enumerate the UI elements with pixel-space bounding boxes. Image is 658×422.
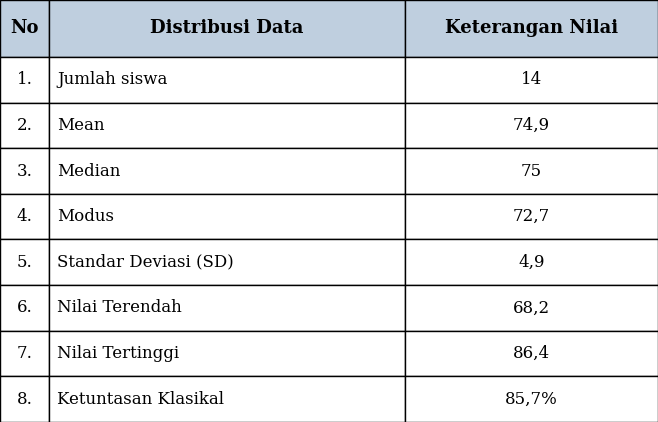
- Text: Jumlah siswa: Jumlah siswa: [57, 71, 168, 88]
- Bar: [405, 240, 658, 285]
- Text: 72,7: 72,7: [513, 208, 550, 225]
- Bar: [49, 103, 405, 148]
- Bar: [49, 194, 405, 240]
- Text: 4.: 4.: [16, 208, 33, 225]
- Text: 7.: 7.: [16, 345, 33, 362]
- Text: 3.: 3.: [16, 162, 33, 179]
- Bar: [405, 194, 658, 240]
- Text: 75: 75: [520, 162, 542, 179]
- Text: 2.: 2.: [16, 117, 33, 134]
- Text: 8.: 8.: [16, 391, 33, 408]
- Bar: [0, 240, 49, 285]
- Bar: [405, 148, 658, 194]
- Bar: [405, 285, 658, 331]
- Text: 14: 14: [520, 71, 542, 88]
- Bar: [0, 0, 49, 57]
- Bar: [0, 194, 49, 240]
- Bar: [0, 103, 49, 148]
- Text: 86,4: 86,4: [513, 345, 550, 362]
- Text: Median: Median: [57, 162, 120, 179]
- Bar: [49, 285, 405, 331]
- Text: 1.: 1.: [16, 71, 33, 88]
- Bar: [49, 148, 405, 194]
- Bar: [49, 331, 405, 376]
- Bar: [49, 0, 405, 57]
- Text: 4,9: 4,9: [518, 254, 545, 271]
- Text: Nilai Terendah: Nilai Terendah: [57, 300, 182, 316]
- Text: Ketuntasan Klasikal: Ketuntasan Klasikal: [57, 391, 224, 408]
- Bar: [405, 331, 658, 376]
- Bar: [0, 285, 49, 331]
- Text: Nilai Tertinggi: Nilai Tertinggi: [57, 345, 180, 362]
- Bar: [49, 57, 405, 103]
- Text: 5.: 5.: [17, 254, 32, 271]
- Text: Distribusi Data: Distribusi Data: [150, 19, 304, 38]
- Text: Mean: Mean: [57, 117, 105, 134]
- Text: 85,7%: 85,7%: [505, 391, 558, 408]
- Text: Standar Deviasi (SD): Standar Deviasi (SD): [57, 254, 234, 271]
- Bar: [405, 0, 658, 57]
- Text: Keterangan Nilai: Keterangan Nilai: [445, 19, 618, 38]
- Text: 68,2: 68,2: [513, 300, 550, 316]
- Bar: [0, 148, 49, 194]
- Bar: [0, 331, 49, 376]
- Text: 74,9: 74,9: [513, 117, 550, 134]
- Text: Modus: Modus: [57, 208, 114, 225]
- Text: 6.: 6.: [17, 300, 32, 316]
- Bar: [405, 376, 658, 422]
- Bar: [49, 240, 405, 285]
- Bar: [0, 57, 49, 103]
- Bar: [405, 57, 658, 103]
- Bar: [0, 376, 49, 422]
- Bar: [49, 376, 405, 422]
- Bar: [405, 103, 658, 148]
- Text: No: No: [11, 19, 39, 38]
